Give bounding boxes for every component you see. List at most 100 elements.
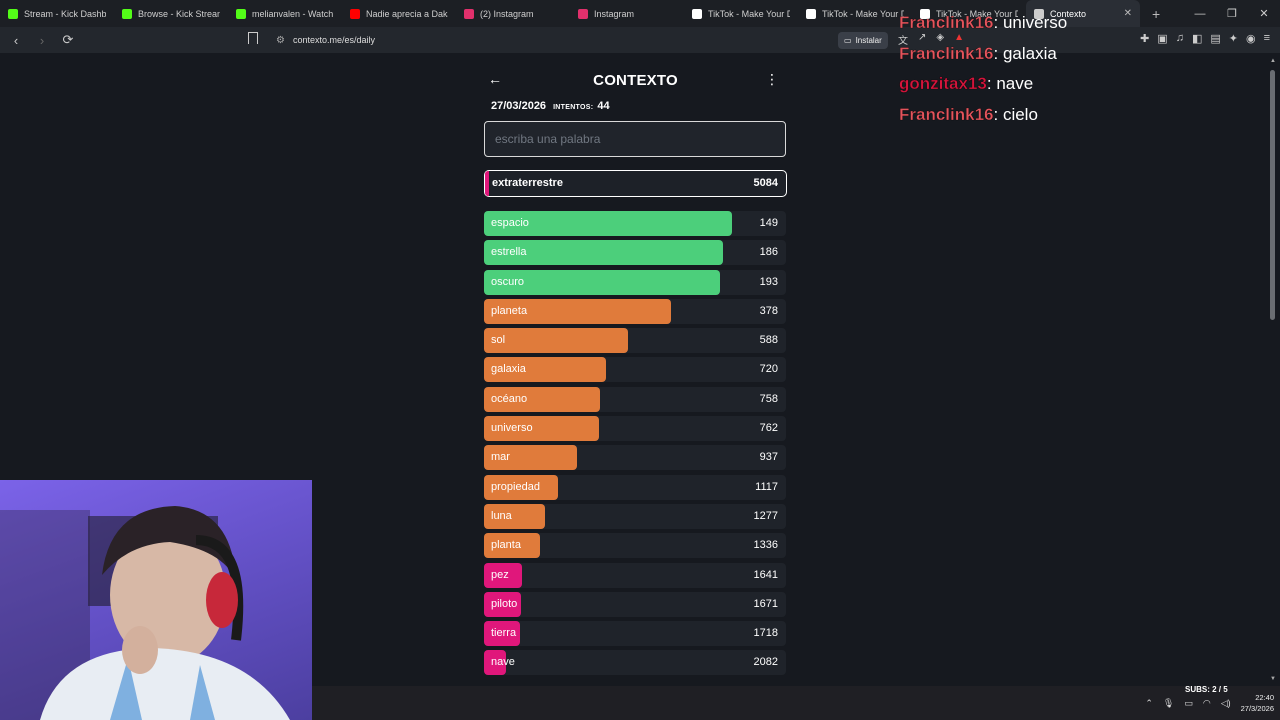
browser-tab[interactable]: Contexto ✕ [1026, 0, 1140, 27]
guess-row: nave 2082 [484, 650, 786, 676]
scroll-down-icon[interactable]: ▼ [1270, 676, 1276, 682]
back-arrow-icon[interactable]: ← [488, 71, 502, 87]
guess-bar [484, 211, 732, 236]
site-info-icon[interactable]: ⚙ [276, 34, 285, 46]
tab-label: Nadie aprecia a Daka [366, 8, 448, 19]
chat-overlay: Franclink16: universo Franclink16: galaxi… [899, 8, 1067, 130]
browser-tab[interactable]: Stream - Kick Dashboard [0, 0, 114, 27]
kick-icon [122, 8, 132, 19]
guess-row: oscuro 193 [484, 269, 786, 295]
clock[interactable]: 22:40 27/3/2026 [1241, 692, 1274, 714]
maximize-icon[interactable]: ❐ [1227, 8, 1237, 20]
browser-tab[interactable]: Browse - Kick Streaming [114, 0, 228, 27]
clock-time: 22:40 [1255, 693, 1274, 702]
tab-label: TikTok - Make Your Day [708, 8, 790, 19]
url-text: contexto.me/es/daily [292, 35, 376, 45]
last-guess-rank: 5084 [753, 177, 778, 189]
screenshot-icon[interactable]: ▣ [1157, 33, 1168, 45]
scrollbar[interactable] [1270, 62, 1276, 680]
reload-icon[interactable]: ⟳ [62, 32, 74, 47]
guess-word: océano [491, 392, 528, 405]
guess-list: espacio 149 estrella 186 oscuro 193 planeta 378… [484, 211, 787, 676]
browser-tab[interactable]: Instagram [570, 0, 684, 27]
guess-bar [484, 621, 520, 647]
guess-bar [484, 328, 628, 354]
guess-rank: 149 [759, 217, 778, 229]
volume-icon[interactable]: ◁) [1220, 697, 1231, 708]
guess-word: estrella [491, 246, 527, 259]
browser-tab[interactable]: TikTok - Make Your Day [684, 0, 798, 27]
tiktok-icon [692, 8, 702, 19]
guess-bar [484, 416, 599, 442]
chat-separator: : [986, 74, 997, 93]
install-button[interactable]: ▭ Instalar [838, 32, 888, 49]
game-header: ← CONTEXTO ⋮ [484, 53, 787, 100]
new-tab-icon[interactable]: + [1152, 5, 1161, 22]
translate-icon[interactable]: 文 [898, 36, 908, 47]
attempts-label: INTENTOS: [553, 104, 594, 111]
guess-word: oscuro [491, 275, 525, 288]
kebab-menu-icon[interactable]: ⋮ [765, 71, 779, 87]
guess-word: planeta [491, 304, 528, 317]
share-icon[interactable]: ↗ [918, 32, 927, 43]
music-icon[interactable]: ♫ [1175, 32, 1184, 44]
wifi-icon[interactable]: ◠ [1202, 697, 1211, 708]
word-input[interactable] [484, 121, 786, 157]
guess-word: mar [491, 451, 510, 464]
guess-bar [484, 269, 720, 295]
guess-word: propiedad [491, 480, 540, 493]
browser-tab[interactable]: TikTok - Make Your Day [912, 0, 1026, 27]
streamer-silhouette [0, 506, 290, 720]
chat-separator: : [993, 43, 1003, 63]
forward-arrow-icon[interactable]: › [39, 32, 45, 48]
browser-tab[interactable]: Nadie aprecia a Daka [342, 0, 456, 27]
guess-word: piloto [491, 597, 518, 610]
guess-bar [484, 650, 506, 676]
sidebar-icon[interactable]: ◧ [1191, 33, 1203, 45]
menu-icon[interactable]: ≡ [1263, 32, 1270, 44]
guess-word: espacio [491, 217, 529, 229]
address-bar[interactable]: ⚙ contexto.me/es/daily [276, 30, 856, 50]
minimize-icon[interactable]: — [1194, 7, 1206, 20]
display-icon[interactable]: ▭ [1184, 697, 1193, 708]
chat-text: cielo [1002, 104, 1038, 124]
microphone-icon[interactable]: 🎙︎ [1162, 697, 1175, 708]
close-tab-icon[interactable]: ✕ [1123, 8, 1132, 19]
scroll-up-icon[interactable]: ▲ [1270, 58, 1276, 64]
guess-rank: 378 [759, 304, 778, 317]
tab-label: Browse - Kick Streaming [138, 8, 220, 19]
chevron-up-icon[interactable]: ⌃ [1145, 697, 1153, 708]
close-icon[interactable]: ✕ [1259, 8, 1269, 20]
guess-row: planta 1336 [484, 533, 786, 559]
bookmark-icon[interactable] [248, 32, 258, 44]
subs-counter: SUBS: 2 / 5 [1185, 685, 1228, 694]
guess-row: luna 1277 [484, 503, 786, 529]
webcam-overlay [0, 480, 312, 720]
youtube-icon [350, 8, 360, 19]
taskbar [312, 686, 1280, 720]
shield-icon[interactable]: ◉ [1245, 33, 1256, 45]
browser-tab[interactable]: TikTok - Make Your Day [798, 0, 912, 27]
wallet-icon[interactable]: ▤ [1210, 33, 1221, 45]
tab-label: Stream - Kick Dashboard [24, 8, 106, 19]
browser-tab[interactable]: (2) Instagram [456, 0, 570, 27]
ai-icon[interactable]: ✦ [1228, 33, 1238, 45]
last-guess-row: extraterrestre 5084 [484, 170, 787, 197]
chat-separator: : [993, 13, 1003, 32]
chat-text: nave [996, 74, 1034, 93]
guess-rank: 588 [759, 334, 778, 347]
guess-row: galaxia 720 [484, 357, 786, 383]
game-date: 27/03/2026 [491, 100, 547, 112]
guess-bar [484, 591, 521, 617]
chat-message: Franclink16: universo [899, 8, 1067, 39]
toolbar-right-icons: ✚ ▣ ♫ ◧ ▤ ✦ ◉ ≡ [1140, 32, 1270, 45]
puzzle-icon[interactable]: ✚ [1140, 33, 1150, 45]
alert-icon[interactable]: ▲ [954, 32, 964, 43]
extension-icon[interactable]: ◈ [936, 32, 945, 43]
tiktok-icon [806, 8, 816, 19]
guess-word: luna [491, 509, 512, 522]
back-arrow-icon[interactable]: ‹ [13, 32, 19, 48]
scrollbar-thumb[interactable] [1270, 70, 1275, 320]
browser-tab[interactable]: melianvalen - Watch the [228, 0, 342, 27]
chat-text: galaxia [1002, 43, 1057, 63]
